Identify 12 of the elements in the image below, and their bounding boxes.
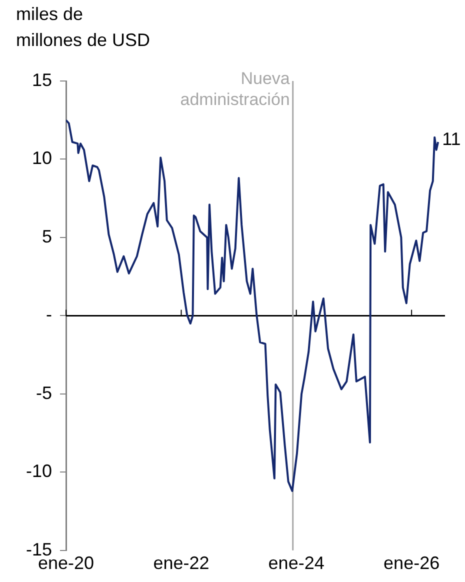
y-tick-label: 15	[32, 70, 52, 90]
y-tick-label: 5	[42, 226, 52, 246]
y-axis-title: miles de millones de USD	[16, 4, 150, 50]
y-tick-label: 10	[32, 148, 52, 168]
y-tick-label: -5	[36, 382, 52, 403]
x-tick-label: ene-24	[268, 553, 324, 574]
x-tick-label: ene-22	[153, 553, 210, 574]
annotation: 11	[442, 128, 461, 149]
x-tick-label: ene-26	[384, 553, 440, 574]
ref-line-label: Nueva administración	[180, 69, 290, 110]
y-tick-label: -10	[26, 461, 52, 482]
y-tick-label: -	[46, 304, 52, 325]
